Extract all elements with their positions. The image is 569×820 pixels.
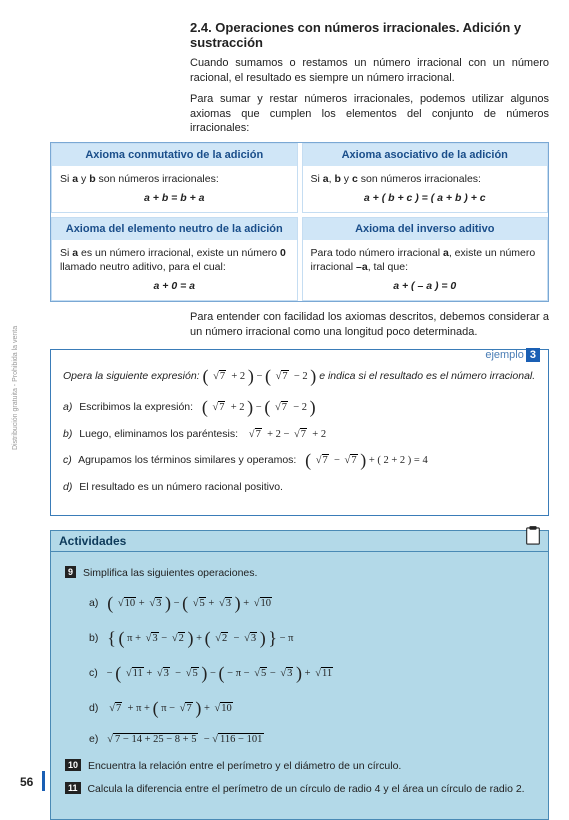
axiom-3-formula: a + 0 = a bbox=[60, 279, 289, 294]
activity-9-e: e) 7 − 14 + 25 − 8 + 5 − 116 − 101 bbox=[89, 733, 534, 745]
axiom-4: Axioma del inverso aditivo Para todo núm… bbox=[302, 217, 549, 301]
activity-10-num: 10 bbox=[65, 759, 81, 771]
activity-9-a: a) ( 10 + 3 ) − ( 5 + 3 ) + 10 bbox=[89, 593, 534, 614]
page-number: 56 bbox=[20, 775, 33, 789]
axiom-4-formula: a + ( – a ) = 0 bbox=[311, 279, 540, 294]
activity-9: 9 Simplifica las siguientes operaciones. bbox=[65, 566, 534, 579]
axiom-1-text: Si a y b son números irracionales: bbox=[60, 172, 289, 187]
axiom-1-formula: a + b = b + a bbox=[60, 191, 289, 206]
axiom-4-text: Para todo número irracional a, existe un… bbox=[311, 246, 540, 275]
section-title: 2.4. Operaciones con números irracionale… bbox=[190, 20, 549, 50]
ejemplo-intro: Opera la siguiente expresión: ( 7 + 2 ) … bbox=[63, 366, 536, 387]
ejemplo-step-a: a) Escribimos la expresión: ( 7 + 2 ) − … bbox=[63, 397, 536, 418]
activity-11-num: 11 bbox=[65, 782, 81, 794]
intro-para-1: Cuando sumamos o restamos un número irra… bbox=[190, 56, 549, 86]
axiom-3: Axioma del elemento neutro de la adición… bbox=[51, 217, 298, 301]
ejemplo-box: ejemplo3 Opera la siguiente expresión: (… bbox=[50, 349, 549, 516]
axiom-3-text: Si a es un número irracional, existe un … bbox=[60, 246, 289, 275]
ejemplo-label: ejemplo3 bbox=[485, 348, 540, 362]
axiom-3-title: Axioma del elemento neutro de la adición bbox=[52, 218, 297, 240]
ejemplo-step-c: c) Agrupamos los términos similares y op… bbox=[63, 450, 536, 471]
page-accent-bar bbox=[42, 771, 45, 791]
activity-11: 11 Calcula la diferencia entre el períme… bbox=[65, 782, 534, 795]
axiom-2: Axioma asociativo de la adición Si a, b … bbox=[302, 143, 549, 212]
activity-9-num: 9 bbox=[65, 566, 76, 578]
ejemplo-num: 3 bbox=[526, 348, 540, 362]
actividades-body: 9 Simplifica las siguientes operaciones.… bbox=[50, 552, 549, 820]
clipboard-icon bbox=[524, 525, 542, 547]
ejemplo-step-b: b) Luego, eliminamos los paréntesis: 7 +… bbox=[63, 428, 536, 440]
activity-9-d: d) 7 + π + ( π − 7 ) + 10 bbox=[89, 698, 534, 719]
axiom-grid: Axioma conmutativo de la adición Si a y … bbox=[50, 142, 549, 301]
actividades-header: Actividades bbox=[50, 530, 549, 552]
axiom-2-text: Si a, b y c son números irracionales: bbox=[311, 172, 540, 187]
axiom-4-title: Axioma del inverso aditivo bbox=[303, 218, 548, 240]
activity-9-c: c) − ( 11 + 3 − 5 ) − ( − π − 5 − 3 ) + … bbox=[89, 663, 534, 684]
post-text: Para entender con facilidad los axiomas … bbox=[190, 310, 549, 340]
ejemplo-step-d: d) El resultado es un número racional po… bbox=[63, 481, 536, 493]
intro-para-2: Para sumar y restar números irracionales… bbox=[190, 92, 549, 137]
axiom-1: Axioma conmutativo de la adición Si a y … bbox=[51, 143, 298, 212]
side-note: Distribución gratuita - Prohibida la ven… bbox=[12, 326, 19, 450]
axiom-2-title: Axioma asociativo de la adición bbox=[303, 144, 548, 166]
activity-10: 10 Encuentra la relación entre el períme… bbox=[65, 759, 534, 772]
axiom-1-title: Axioma conmutativo de la adición bbox=[52, 144, 297, 166]
axiom-2-formula: a + ( b + c ) = ( a + b ) + c bbox=[311, 191, 540, 206]
activity-9-b: b) { ( π + 3 − 2 ) + ( 2 − 3 ) } − π bbox=[89, 628, 534, 649]
